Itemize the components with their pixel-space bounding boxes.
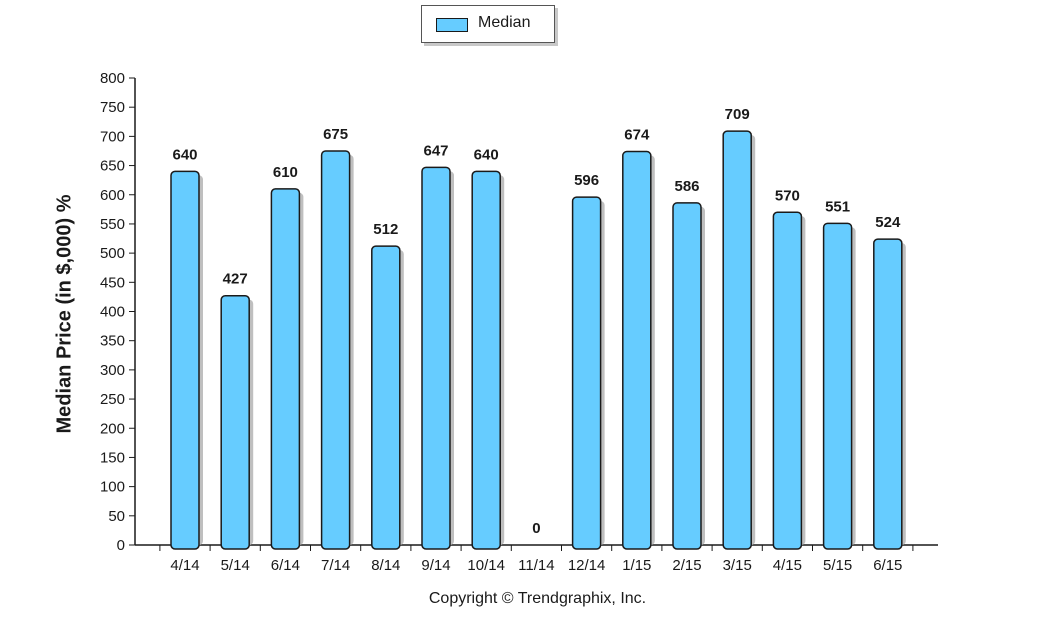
- bar: [822, 222, 853, 550]
- y-axis-title: Median Price (in $,000) %: [53, 194, 76, 434]
- y-tick-label: 0: [117, 537, 125, 554]
- bar: [220, 294, 250, 550]
- y-tick-label: 100: [100, 479, 125, 496]
- x-tick-label: 6/15: [873, 557, 902, 574]
- data-label: 0: [532, 520, 540, 537]
- y-tick-label: 250: [100, 391, 125, 408]
- bar: [873, 238, 903, 550]
- x-tick-label: 5/14: [221, 557, 250, 574]
- data-label: 675: [323, 126, 348, 143]
- data-label: 640: [172, 146, 197, 163]
- data-label: 512: [373, 221, 398, 238]
- x-tick-label: 4/15: [773, 557, 802, 574]
- y-tick-label: 700: [100, 128, 125, 145]
- x-tick-label: 7/14: [321, 557, 350, 574]
- x-tick-label: 2/15: [672, 557, 701, 574]
- y-tick-label: 350: [100, 333, 125, 350]
- bar: [320, 150, 351, 550]
- bar: [471, 170, 501, 550]
- y-tick-label: 450: [100, 274, 125, 291]
- data-label: 427: [223, 271, 248, 288]
- y-tick-label: 550: [100, 216, 125, 233]
- x-tick-label: 4/14: [170, 557, 199, 574]
- y-tick-label: 650: [100, 158, 125, 175]
- data-label: 640: [474, 146, 499, 163]
- x-tick-label: 1/15: [622, 557, 651, 574]
- bar: [772, 211, 803, 550]
- data-label: 524: [875, 214, 901, 231]
- y-tick-label: 500: [100, 245, 125, 262]
- x-tick-label: 3/15: [723, 557, 752, 574]
- bar: [270, 188, 301, 550]
- y-tick-label: 750: [100, 99, 125, 116]
- bar: [421, 166, 451, 550]
- x-tick-label: 12/14: [568, 557, 606, 574]
- bar: [722, 130, 752, 550]
- data-label: 596: [574, 172, 599, 189]
- x-tick-label: 8/14: [371, 557, 400, 574]
- bar: [371, 245, 401, 550]
- bar: [622, 150, 652, 550]
- bar: [571, 196, 602, 550]
- data-label: 570: [775, 187, 800, 204]
- data-label: 586: [674, 178, 699, 195]
- legend-swatch-median: [436, 18, 468, 32]
- legend-label-median: Median: [478, 14, 531, 31]
- y-tick-label: 400: [100, 304, 125, 321]
- data-label: 610: [273, 164, 298, 181]
- copyright-text: Copyright © Trendgraphix, Inc.: [428, 590, 647, 607]
- bar: [170, 170, 200, 550]
- y-tick-label: 800: [100, 70, 125, 87]
- x-tick-label: 11/14: [518, 557, 554, 574]
- x-tick-label: 6/14: [271, 557, 300, 574]
- y-tick-label: 150: [100, 449, 125, 466]
- y-tick-label: 50: [108, 508, 125, 525]
- x-tick-label: 9/14: [421, 557, 450, 574]
- y-tick-label: 300: [100, 362, 125, 379]
- data-label: 674: [624, 127, 650, 144]
- x-tick-label: 5/15: [823, 557, 852, 574]
- data-label: 647: [423, 142, 448, 159]
- x-tick-label: 10/14: [467, 557, 505, 574]
- y-tick-label: 600: [100, 187, 125, 204]
- data-label: 551: [825, 198, 850, 215]
- legend: Median: [421, 5, 555, 43]
- data-label: 709: [725, 106, 750, 123]
- y-tick-label: 200: [100, 420, 125, 437]
- bar: [672, 202, 702, 550]
